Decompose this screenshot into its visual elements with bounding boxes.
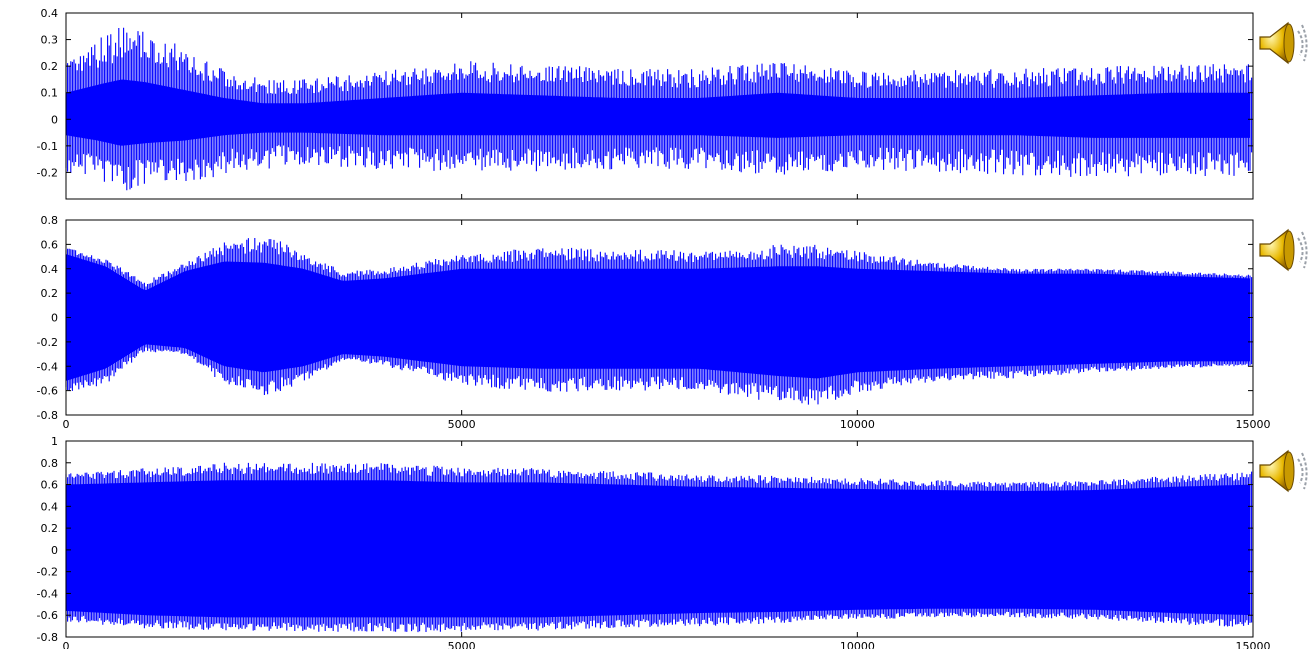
x-tick-label: 10000 <box>840 418 875 431</box>
x-tick-label: 10000 <box>840 640 875 649</box>
x-tick-label: 5000 <box>448 418 476 431</box>
y-tick-label: -0.8 <box>37 631 58 644</box>
chart-panel-2: -0.8 -0.6 -0.4 -0.2 0 0.2 0.4 0.6 0.8 0 5000 10000 1… <box>37 214 1271 431</box>
y-tick-label: -0.4 <box>37 587 58 600</box>
speaker-body <box>1259 21 1289 65</box>
x-tick-label: 15000 <box>1236 640 1271 649</box>
y-tick-label: -0.4 <box>37 360 58 373</box>
speaker-cone <box>1283 23 1295 63</box>
speaker-body <box>1259 228 1289 272</box>
y-tick-label: -0.2 <box>37 336 58 349</box>
y-tick-label: 0 <box>51 113 58 126</box>
chart-panel-1: -0.2 -0.1 0 0.1 0.2 0.3 0.4 <box>37 7 1254 200</box>
y-tick-label: -0.1 <box>37 140 58 153</box>
axes-frame <box>65 12 1254 200</box>
y-tick-label: 0.2 <box>41 287 59 300</box>
y-tick-label: 0.6 <box>41 479 59 492</box>
y-tick-label: 0.2 <box>41 522 59 535</box>
y-tick-label: -0.2 <box>37 166 58 179</box>
axes-frame <box>65 440 1254 638</box>
y-tick-label: 1 <box>51 435 58 448</box>
sound-wave-lines <box>1297 237 1304 263</box>
y-tick-label: -0.2 <box>37 566 58 579</box>
y-tick-label: -0.6 <box>37 609 58 622</box>
sound-wave-lines <box>1297 458 1304 484</box>
y-tick-label: 0.8 <box>41 457 59 470</box>
speaker-cone <box>1283 230 1295 270</box>
y-tick-label: 0.4 <box>41 263 59 276</box>
speaker-icon[interactable] <box>1259 449 1308 493</box>
x-tick-label: 5000 <box>448 640 476 649</box>
speaker-body <box>1259 449 1289 493</box>
y-tick-label: 0.1 <box>41 87 59 100</box>
y-tick-label: 0.2 <box>41 60 59 73</box>
x-tick-label: 0 <box>63 418 70 431</box>
y-tick-label: 0.4 <box>41 500 59 513</box>
waveform-core <box>66 79 1250 146</box>
y-tick-label: 0.3 <box>41 34 59 47</box>
x-tick-label: 15000 <box>1236 418 1271 431</box>
waveform-series <box>65 238 1253 405</box>
y-tick-label: -0.6 <box>37 385 58 398</box>
waveform-core <box>66 480 1250 618</box>
waveform-series <box>65 462 1253 633</box>
y-tick-label: 0.8 <box>41 214 59 227</box>
y-tick-label: -0.8 <box>37 409 58 422</box>
sound-wave-lines <box>1297 30 1304 56</box>
y-tick-label: 0 <box>51 312 58 325</box>
chart-panel-3: -0.8 -0.6 -0.4 -0.2 0 0.2 0.4 0.6 0.8 1 0 5000 10000… <box>37 435 1271 649</box>
y-tick-label: 0.6 <box>41 238 59 251</box>
x-tick-label: 0 <box>63 640 70 649</box>
y-tick-label: 0.4 <box>41 7 59 20</box>
waveform-series <box>65 27 1253 191</box>
speaker-cone <box>1283 451 1295 491</box>
speaker-icon[interactable] <box>1259 21 1308 65</box>
y-tick-label: 0 <box>51 544 58 557</box>
waveform-core <box>66 254 1250 381</box>
speaker-icon[interactable] <box>1259 228 1308 272</box>
